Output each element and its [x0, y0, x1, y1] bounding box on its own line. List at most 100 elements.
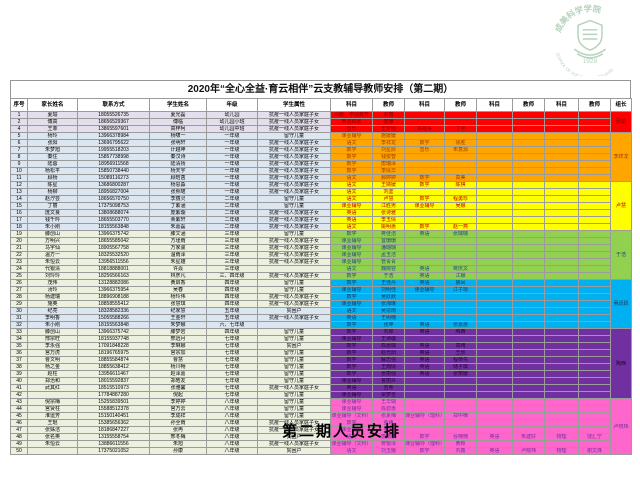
cell-phone: 15850738440	[77, 167, 150, 175]
cell-subject	[544, 230, 579, 238]
cell-student-attr: 抗疫一线人员家庭子女	[257, 293, 331, 301]
cell-student-name: 顾晗菡	[149, 174, 207, 182]
cell-grade: 五年级	[206, 307, 258, 315]
cell-subject: 数学	[330, 272, 373, 280]
cell-subject: 课业辅导	[330, 391, 373, 399]
cell-subject: 课业辅导	[330, 300, 373, 308]
cell-parent-name: 朱恒云	[27, 440, 78, 448]
cell-subject: 兴趣、学前教育	[330, 111, 373, 119]
cell-subject: 语文	[330, 174, 373, 182]
cell-no: 15	[10, 202, 28, 210]
cell-grade: 三年级	[206, 237, 258, 245]
cell-subject	[404, 244, 445, 252]
cell-teacher: 张丽媛	[444, 370, 477, 378]
cell-subject: 课业辅导	[330, 286, 373, 294]
cell-teacher	[578, 244, 611, 252]
cell-phone: 18896908188	[77, 293, 150, 301]
cell-no: 11	[10, 174, 28, 182]
cell-parent-name: 代银清	[27, 265, 78, 273]
cell-phone: 17784887280	[77, 391, 150, 399]
cell-student-attr: 留守儿童	[257, 202, 331, 210]
cell-subject: 语文	[330, 223, 373, 231]
cell-parent-name: 钱千吟	[27, 216, 78, 224]
cell-group-leader: 卢慧	[610, 181, 632, 231]
cell-teacher	[578, 272, 611, 280]
cell-parent-name: 顾杨	[27, 174, 78, 182]
cell-student-name: 方瑾雨	[149, 237, 207, 245]
cell-student-name: 夏光磊	[149, 111, 207, 119]
cell-subject	[544, 237, 579, 245]
cell-subject	[476, 419, 513, 427]
cell-subject: 英语启蒙	[330, 118, 373, 126]
cell-no: 14	[10, 195, 28, 203]
footer-caption: 第二期人员安排	[282, 422, 402, 440]
cell-student-attr: 抗疫一线人员家庭子女	[257, 440, 331, 448]
cell-grade: 四年级	[206, 279, 258, 287]
cell-subject: 数学	[404, 174, 445, 182]
cell-teacher	[512, 202, 545, 210]
cell-subject	[476, 321, 513, 329]
cell-teacher	[578, 398, 611, 406]
cell-teacher	[578, 132, 611, 140]
cell-teacher	[444, 244, 477, 252]
cell-teacher	[578, 363, 611, 371]
cell-subject	[404, 111, 445, 119]
cell-no: 22	[10, 251, 28, 259]
cell-teacher	[578, 216, 611, 224]
cell-parent-name: 武其红	[27, 384, 78, 392]
cell-subject: 数学	[330, 167, 373, 175]
cell-grade: 八年级	[206, 405, 258, 413]
table-row: 22 温方一 18325532520 温雨泽 三年级 抗疫一线人员家庭子女 课业辅导 孟玉洁	[10, 251, 632, 259]
cell-phone: 18515510973	[77, 384, 150, 392]
cell-subject	[544, 258, 579, 266]
cell-subject	[404, 153, 445, 161]
cell-teacher: 郝婷婷	[372, 174, 405, 182]
cell-no: 2	[10, 118, 28, 126]
cell-teacher: 程勇珍	[444, 195, 477, 203]
table-row: 10 杨松平 15850738440 杨天宇 一年级 抗疫一线人员家庭子女 数学 李倩华	[10, 167, 632, 175]
cell-grade: 八年级	[206, 440, 258, 448]
cell-subject	[476, 356, 513, 364]
cell-teacher	[512, 160, 545, 168]
cell-teacher	[444, 419, 477, 427]
cell-subject	[476, 146, 513, 154]
cell-no: 29	[10, 300, 28, 308]
cell-teacher	[512, 258, 545, 266]
cell-student-name: 张熙珺	[149, 188, 207, 196]
cell-subject	[476, 300, 513, 308]
cell-grade: 幼儿园	[206, 111, 258, 119]
cell-subject	[404, 384, 445, 392]
cell-subject: 课业辅导	[404, 202, 445, 210]
cell-student-attr: 留守儿童	[257, 377, 331, 385]
cell-subject: 课业辅导（文科）	[330, 440, 373, 448]
cell-student-name: 张慧琪	[149, 300, 207, 308]
cell-subject: 英语	[330, 384, 373, 392]
cell-teacher	[578, 314, 611, 322]
cell-student-name: 傅临	[149, 118, 207, 126]
cell-student-attr: 抗疫一线人员家庭子女	[257, 153, 331, 161]
cell-subject: 语文	[330, 188, 373, 196]
cell-teacher: 王树楠	[372, 314, 405, 322]
cell-teacher	[444, 391, 477, 399]
cell-subject: 英语	[404, 363, 445, 371]
cell-subject: 课业辅导（理科）	[404, 440, 445, 448]
cell-teacher	[512, 132, 545, 140]
cell-subject	[544, 181, 579, 189]
table-row: 11 顾杨 15089116273 顾晗菡 一年级 抗疫一线人员家庭子女 语文 郝婷婷 数学 高美	[10, 174, 632, 182]
cell-teacher	[578, 405, 611, 413]
cell-subject	[404, 132, 445, 140]
cell-grade: 四年级	[206, 293, 258, 301]
cell-subject	[544, 419, 579, 427]
cell-subject	[404, 335, 445, 343]
cell-grade: 三年级	[206, 244, 258, 252]
cell-subject: 课业辅导（文科）	[330, 412, 373, 420]
cell-phone: 15150140451	[77, 412, 150, 420]
cell-parent-name: 郑治和	[27, 377, 78, 385]
cell-phone: 13956511556	[77, 258, 150, 266]
cell-teacher	[512, 363, 545, 371]
cell-subject	[476, 293, 513, 301]
cell-teacher	[578, 342, 611, 350]
table-row: 49 朱恒云 13886611556 朱旭 八年级 抗疫一线人员家庭子女 课业辅导（文科）蒋…	[10, 440, 632, 448]
cell-teacher	[578, 209, 611, 217]
cell-student-name: 宫万云	[149, 405, 207, 413]
